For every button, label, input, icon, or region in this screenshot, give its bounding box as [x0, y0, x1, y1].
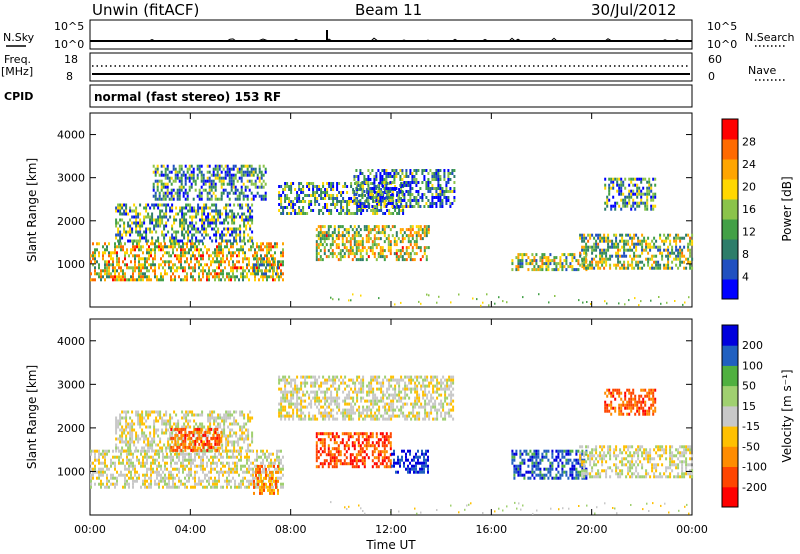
power-echo-region — [353, 169, 456, 208]
colorbar-swatch — [722, 446, 738, 467]
velocity-echo-region — [253, 464, 279, 495]
power-echo-region — [152, 164, 267, 201]
power-echo-region — [253, 257, 279, 276]
beam-title: Beam 11 — [355, 1, 423, 19]
freq-label: Freq. — [4, 53, 32, 66]
velocity-echo-region — [278, 375, 455, 421]
ylabel: Slant Range [km] — [25, 365, 39, 469]
freq-tick-top: 18 — [64, 53, 78, 66]
colorbar-swatch — [722, 405, 738, 427]
colorbar-swatch — [722, 199, 738, 220]
colorbar-tick-label: 12 — [742, 226, 756, 239]
xtick-label: 16:00 — [475, 523, 507, 536]
colorbar-label: Power [dB] — [780, 176, 794, 241]
nsearch-label: N.Search — [745, 31, 795, 44]
power-echo-region — [315, 225, 430, 262]
cpid-value: normal (fast stereo) 153 RF — [94, 90, 282, 104]
colorbar-tick-label: 4 — [742, 271, 749, 284]
power-ground-noise — [330, 293, 690, 307]
colorbar-tick-label: -15 — [742, 420, 760, 433]
power-echo-region — [511, 253, 588, 272]
power-echo-region — [579, 233, 694, 270]
colorbar-swatch — [722, 345, 738, 366]
colorbar-tick-label: -100 — [742, 461, 767, 474]
cpid-panel — [89, 84, 693, 108]
colorbar-swatch — [722, 239, 738, 260]
xtick-label: 12:00 — [375, 523, 407, 536]
colorbar-swatch — [722, 325, 738, 346]
nave-tick-bottom: 0 — [708, 70, 715, 83]
cpid-label: CPID — [4, 90, 34, 103]
colorbar-swatch — [722, 279, 738, 300]
ytick-label: 1000 — [57, 258, 85, 271]
colorbar-tick-label: 15 — [742, 400, 756, 413]
xtick-label: 04:00 — [174, 523, 206, 536]
colorbar-tick-label: 20 — [742, 181, 756, 194]
xtick-label: 08:00 — [275, 523, 307, 536]
nsky-trace — [92, 37, 689, 42]
colorbar-tick-label: 8 — [742, 248, 749, 261]
colorbar-swatch — [722, 259, 738, 280]
nsky-panel — [89, 19, 693, 50]
colorbar-swatch — [722, 365, 738, 387]
colorbar-tick-label: 50 — [742, 380, 756, 393]
xtick-label: 00:00 — [74, 523, 106, 536]
ytick-label: 2000 — [57, 215, 85, 228]
station-title: Unwin (fitACF) — [92, 1, 200, 19]
power-echo-region — [90, 242, 284, 282]
colorbar-tick-label: 16 — [742, 203, 756, 216]
power-echo-region — [115, 203, 254, 243]
colorbar-swatch — [722, 119, 738, 140]
ytick-label: 4000 — [57, 335, 85, 348]
power-echo-region — [604, 177, 657, 211]
xtick-label: 00:00 — [676, 523, 708, 536]
colorbar-tick-label: 28 — [742, 136, 756, 149]
nsky-label: N.Sky — [3, 31, 35, 44]
nave-tick-top: 60 — [708, 53, 722, 66]
velocity-echo-region — [170, 427, 223, 452]
nsky-tick-top: 10^5 — [54, 20, 85, 33]
colorbar-tick-label: -200 — [742, 481, 767, 494]
colorbar-swatch — [722, 426, 738, 447]
ytick-label: 4000 — [57, 129, 85, 142]
ylabel: Slant Range [km] — [25, 158, 39, 262]
nsky-tick-bottom: 10^0 — [54, 38, 85, 51]
colorbar-frame — [721, 324, 739, 508]
velocity-echo-region — [604, 388, 657, 416]
nsearch-tick-top: 10^5 — [707, 20, 738, 33]
velocity-colorbar: 200 100 50 15 -15 -50 -100 -200 Velocity [m s⁻¹] — [721, 324, 794, 508]
velocity-echo-region — [391, 449, 429, 474]
colorbar-tick-label: -50 — [742, 440, 760, 453]
colorbar-swatch — [722, 159, 738, 180]
colorbar-frame — [721, 118, 739, 300]
nsearch-tick-bottom: 10^0 — [707, 38, 738, 51]
freq-panel — [89, 52, 693, 82]
colorbar-tick-label: 200 — [742, 339, 763, 352]
colorbar-swatch — [722, 466, 738, 488]
colorbar-swatch — [722, 179, 738, 200]
colorbar-swatch — [722, 219, 738, 240]
ytick-label: 3000 — [57, 172, 85, 185]
colorbar-tick-label: 100 — [742, 359, 763, 372]
velocity-echo-region — [511, 449, 588, 480]
colorbar-swatch — [722, 486, 738, 508]
ytick-label: 2000 — [57, 422, 85, 435]
velocity-echo-region — [315, 432, 392, 469]
freq-unit: [MHz] — [1, 65, 34, 78]
date-title: 30/Jul/2012 — [591, 1, 677, 19]
colorbar-swatch — [722, 139, 738, 160]
ytick-label: 3000 — [57, 378, 85, 391]
power-colorbar: 28 24 20 16 12 8 4 Power [dB] — [721, 118, 794, 300]
ytick-label: 1000 — [57, 465, 85, 478]
colorbar-tick-label: 24 — [742, 158, 756, 171]
velocity-echo-region — [579, 445, 694, 479]
xlabel: Time UT — [365, 538, 416, 552]
colorbar-swatch — [722, 385, 738, 407]
nave-label: Nave — [748, 64, 777, 77]
xtick-label: 20:00 — [576, 523, 608, 536]
colorbar-label: Velocity [m s⁻¹] — [780, 369, 794, 462]
velocity-echo-region — [90, 449, 284, 489]
freq-tick-bottom: 8 — [66, 70, 73, 83]
